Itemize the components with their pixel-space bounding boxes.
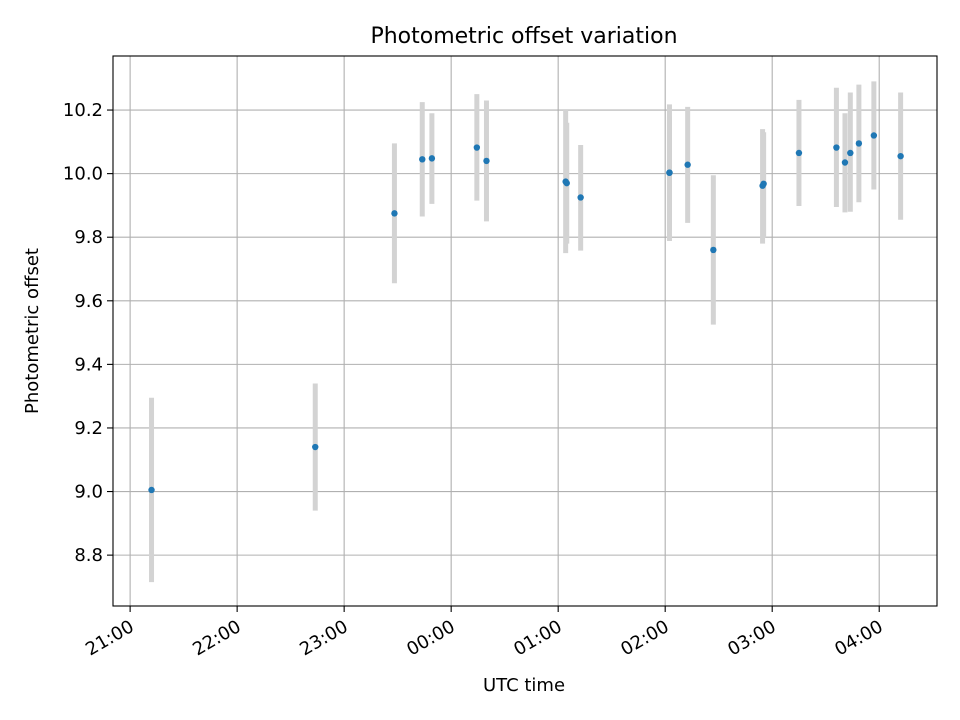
y-tick-label: 9.4 bbox=[74, 354, 103, 375]
x-axis-label: UTC time bbox=[483, 675, 565, 696]
y-axis: 8.8 9.0 9.2 9.4 9.6 9.8 10.0 10.2 bbox=[63, 100, 113, 566]
data-point bbox=[312, 443, 319, 451]
y-tick-label: 9.6 bbox=[74, 291, 103, 312]
data-point bbox=[666, 169, 673, 176]
data-point bbox=[473, 144, 481, 151]
data-point bbox=[710, 246, 717, 254]
y-tick-label: 10.0 bbox=[63, 164, 103, 185]
data-point bbox=[760, 180, 767, 188]
data-point bbox=[841, 159, 849, 166]
data-point bbox=[870, 132, 878, 139]
data-point bbox=[577, 194, 584, 201]
data-point bbox=[795, 149, 803, 157]
data-point bbox=[847, 149, 854, 157]
data-point bbox=[855, 140, 863, 147]
data-point bbox=[483, 157, 490, 165]
data-point bbox=[563, 179, 570, 187]
data-point bbox=[833, 144, 840, 151]
y-tick-label: 9.0 bbox=[74, 482, 103, 503]
y-axis-label: Photometric offset bbox=[22, 248, 43, 414]
data-point bbox=[419, 156, 426, 163]
data-point bbox=[148, 486, 155, 494]
grid bbox=[113, 56, 937, 606]
chart-title: Photometric offset variation bbox=[370, 24, 677, 49]
y-tick-label: 8.8 bbox=[74, 545, 103, 566]
data-point bbox=[897, 152, 904, 160]
y-tick-label: 9.2 bbox=[74, 418, 103, 439]
y-tick-label: 10.2 bbox=[63, 100, 103, 121]
y-tick-label: 9.8 bbox=[74, 227, 103, 248]
plot-frame bbox=[112, 55, 938, 607]
data-point bbox=[684, 161, 691, 168]
data-point bbox=[428, 155, 436, 162]
data-point bbox=[391, 210, 398, 217]
data-points bbox=[148, 132, 904, 494]
